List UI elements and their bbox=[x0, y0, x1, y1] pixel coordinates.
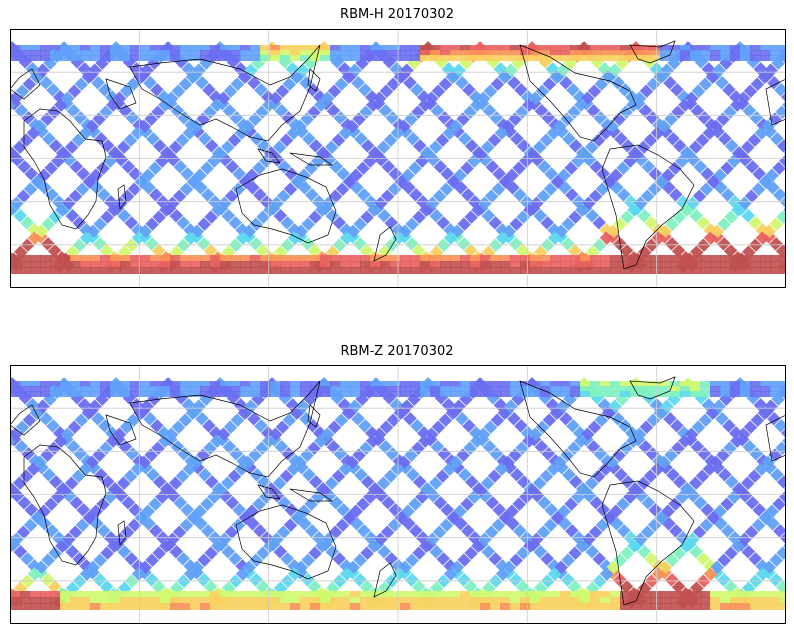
coastlines bbox=[10, 40, 786, 270]
graticule bbox=[10, 365, 786, 624]
panel-title-rbm-h: RBM-H 20170302 bbox=[340, 7, 454, 22]
coastlines bbox=[10, 376, 786, 606]
swath-edge-bands bbox=[10, 45, 786, 274]
swath-edge-bands bbox=[10, 381, 786, 610]
map-rbm-h bbox=[10, 29, 786, 288]
map-rbm-z bbox=[10, 365, 786, 624]
map-frame bbox=[10, 365, 786, 624]
graticule bbox=[10, 29, 786, 288]
map-frame bbox=[10, 29, 786, 288]
panel-title-rbm-z: RBM-Z 20170302 bbox=[340, 344, 454, 359]
